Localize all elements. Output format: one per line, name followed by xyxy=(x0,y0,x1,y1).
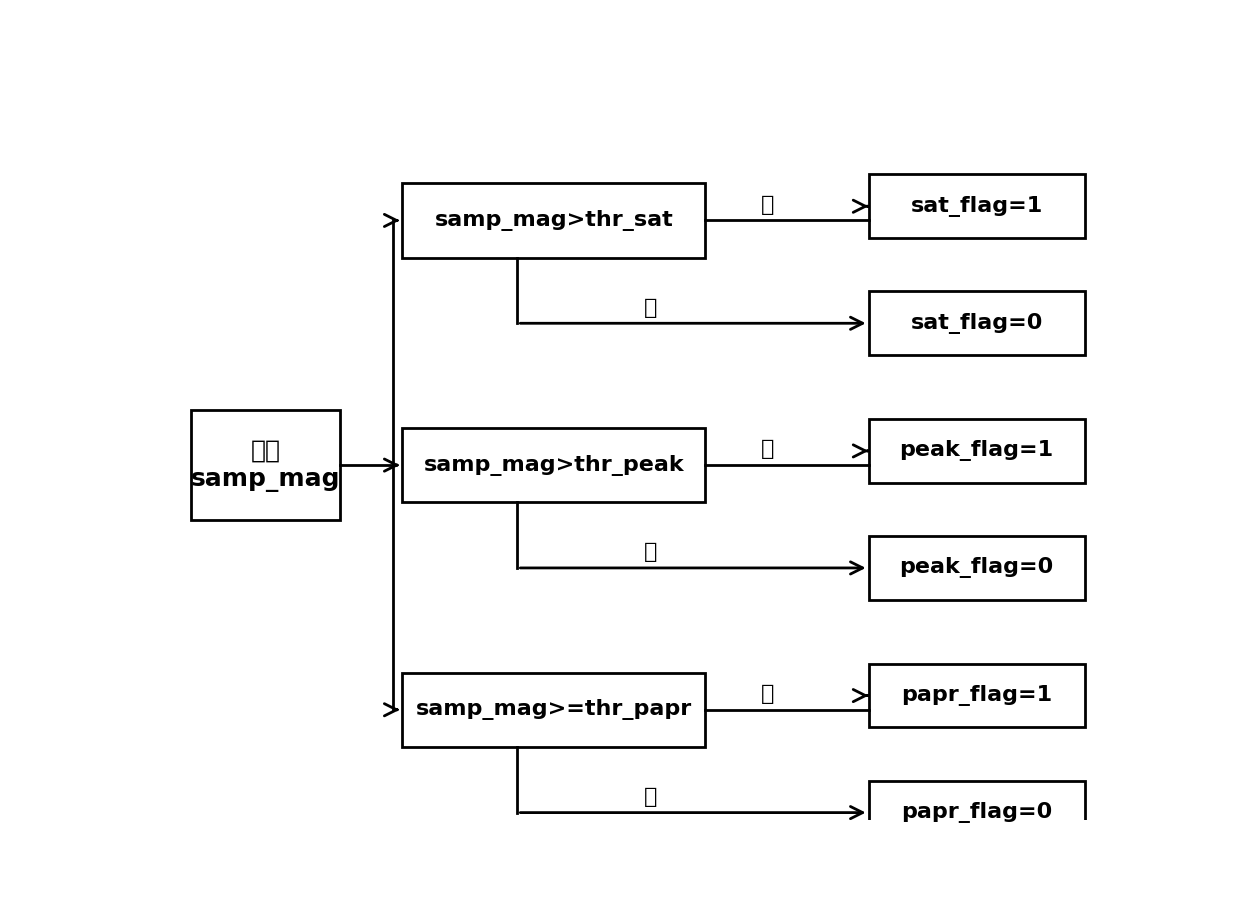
FancyBboxPatch shape xyxy=(868,536,1085,600)
Text: 是: 是 xyxy=(760,194,774,215)
FancyBboxPatch shape xyxy=(191,410,340,520)
FancyBboxPatch shape xyxy=(868,291,1085,356)
Text: sat_flag=1: sat_flag=1 xyxy=(910,196,1043,216)
FancyBboxPatch shape xyxy=(868,419,1085,483)
Text: samp_mag>thr_peak: samp_mag>thr_peak xyxy=(424,455,684,475)
Text: samp_mag>thr_sat: samp_mag>thr_sat xyxy=(434,210,673,231)
Text: papr_flag=1: papr_flag=1 xyxy=(901,685,1053,706)
FancyBboxPatch shape xyxy=(868,174,1085,239)
Text: peak_flag=1: peak_flag=1 xyxy=(899,440,1054,461)
FancyBboxPatch shape xyxy=(403,428,706,502)
FancyBboxPatch shape xyxy=(868,781,1085,845)
Text: papr_flag=0: papr_flag=0 xyxy=(901,802,1053,823)
FancyBboxPatch shape xyxy=(868,664,1085,728)
Text: 是: 是 xyxy=(760,439,774,460)
Text: 是: 是 xyxy=(760,684,774,704)
Text: 否: 否 xyxy=(645,787,657,807)
Text: peak_flag=0: peak_flag=0 xyxy=(899,557,1054,578)
Text: 否: 否 xyxy=(645,542,657,562)
FancyBboxPatch shape xyxy=(403,672,706,747)
FancyBboxPatch shape xyxy=(403,183,706,258)
Text: 否: 否 xyxy=(645,297,657,318)
Text: samp_mag>=thr_papr: samp_mag>=thr_papr xyxy=(415,699,692,720)
Text: 输入
samp_mag: 输入 samp_mag xyxy=(191,438,340,492)
Text: sat_flag=0: sat_flag=0 xyxy=(910,313,1043,333)
